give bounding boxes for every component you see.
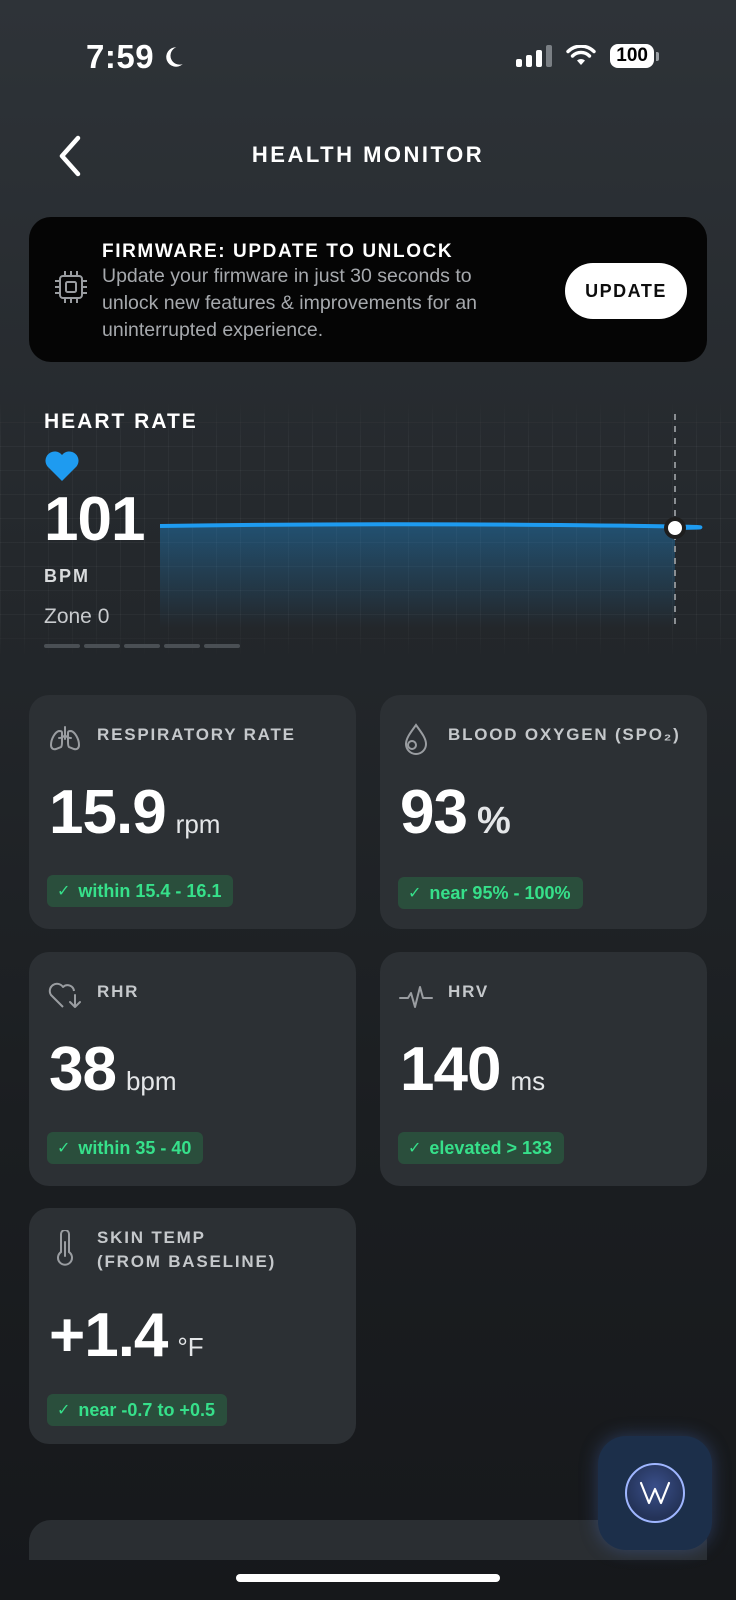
card-label-line: (FROM BASELINE) <box>97 1252 277 1271</box>
status-badge: ✓ near -0.7 to +0.5 <box>47 1394 227 1426</box>
heart-rate-chart <box>160 414 703 628</box>
banner-description: Update your firmware in just 30 seconds … <box>102 265 478 341</box>
badge-text: within 15.4 - 16.1 <box>78 880 222 901</box>
check-icon: ✓ <box>408 885 422 902</box>
respiratory-rate-unit: rpm <box>175 809 221 839</box>
card-label: SKIN TEMP (FROM BASELINE) <box>97 1226 276 1274</box>
clock-text: 7:59 <box>86 38 155 75</box>
back-button[interactable] <box>50 132 90 180</box>
zone-segment <box>124 644 160 648</box>
card-value-row: 38 bpm <box>49 1034 177 1105</box>
check-icon: ✓ <box>57 1402 71 1419</box>
zone-segment <box>84 644 120 648</box>
skin-temp-card[interactable]: SKIN TEMP (FROM BASELINE) +1.4 °F ✓ near… <box>29 1208 356 1444</box>
card-label: RHR <box>97 982 140 1001</box>
update-button[interactable]: UPDATE <box>565 263 687 319</box>
heart-rate-value: 101 <box>44 485 145 554</box>
banner-title: FIRMWARE: UPDATE TO UNLOCK <box>102 241 454 262</box>
chip-icon <box>55 271 87 303</box>
check-icon: ✓ <box>408 1140 422 1157</box>
next-card-partial[interactable] <box>29 1520 707 1560</box>
status-indicators: 100 <box>516 44 659 68</box>
heart-rate-unit: BPM <box>44 566 90 586</box>
firmware-banner: FIRMWARE: UPDATE TO UNLOCK Update your f… <box>29 217 707 362</box>
status-badge: ✓ near 95% - 100% <box>398 877 583 909</box>
blood-oxygen-card[interactable]: BLOOD OXYGEN (SPO₂) 93 % ✓ near 95% - 10… <box>380 695 707 929</box>
card-label: BLOOD OXYGEN (SPO₂) <box>448 725 681 744</box>
page-title: HEALTH MONITOR <box>251 142 485 167</box>
assistant-logo-icon <box>625 1463 685 1523</box>
card-value-row: +1.4 °F <box>49 1300 204 1371</box>
hrv-icon <box>399 986 433 1008</box>
zone-segment <box>44 644 80 648</box>
respiratory-rate-card[interactable]: RESPIRATORY RATE 15.9 rpm ✓ within 15.4 … <box>29 695 356 929</box>
rhr-value: 38 <box>49 1035 117 1104</box>
rhr-unit: bpm <box>125 1066 177 1096</box>
droplet-icon <box>404 723 428 755</box>
wifi-icon <box>566 45 596 65</box>
skin-temp-value: +1.4 <box>49 1301 168 1370</box>
cellular-signal-icon <box>516 45 553 67</box>
check-icon: ✓ <box>57 1140 71 1157</box>
status-time: 7:59 <box>86 38 186 76</box>
heart-rate-section[interactable]: HEART RATE 101 BPM Zone 0 <box>0 398 736 660</box>
hrv-value: 140 <box>400 1035 501 1104</box>
card-value-row: 15.9 rpm <box>49 777 220 848</box>
card-label: HRV <box>448 982 489 1001</box>
card-label-line: SKIN TEMP <box>97 1228 206 1247</box>
blood-oxygen-value: 93 <box>400 778 468 847</box>
assistant-button[interactable] <box>598 1436 712 1550</box>
card-label: RESPIRATORY RATE <box>97 725 296 744</box>
zone-segment <box>204 644 240 648</box>
rhr-card[interactable]: RHR 38 bpm ✓ within 35 - 40 <box>29 952 356 1186</box>
zone-segment <box>164 644 200 648</box>
badge-text: within 35 - 40 <box>78 1137 192 1158</box>
status-badge: ✓ within 15.4 - 16.1 <box>47 875 234 907</box>
battery-indicator: 100 <box>610 44 659 68</box>
badge-text: near -0.7 to +0.5 <box>78 1399 215 1420</box>
card-value-row: 93 % <box>400 777 511 848</box>
home-indicator[interactable] <box>236 1574 500 1582</box>
moon-icon <box>166 47 183 67</box>
hrv-card[interactable]: HRV 140 ms ✓ elevated > 133 <box>380 952 707 1186</box>
heart-rate-zone: Zone 0 <box>44 605 110 628</box>
thermometer-icon <box>57 1230 73 1266</box>
blood-oxygen-unit: % <box>476 800 511 842</box>
skin-temp-unit: °F <box>177 1332 204 1362</box>
badge-text: near 95% - 100% <box>429 882 571 903</box>
w-logo-icon <box>639 1481 671 1505</box>
lungs-icon <box>49 726 81 751</box>
zone-progress <box>44 644 240 648</box>
badge-text: elevated > 133 <box>429 1137 552 1158</box>
heart-icon <box>45 451 79 481</box>
status-badge: ✓ elevated > 133 <box>398 1132 564 1164</box>
check-icon: ✓ <box>57 883 71 900</box>
heart-rate-current-point <box>664 517 686 539</box>
heart-down-icon <box>48 982 81 1008</box>
hrv-unit: ms <box>510 1066 546 1096</box>
heart-rate-label: HEART RATE <box>44 410 198 433</box>
status-badge: ✓ within 35 - 40 <box>47 1132 204 1164</box>
respiratory-rate-value: 15.9 <box>49 778 167 847</box>
heart-rate-line <box>160 522 703 530</box>
card-value-row: 140 ms <box>400 1034 545 1105</box>
